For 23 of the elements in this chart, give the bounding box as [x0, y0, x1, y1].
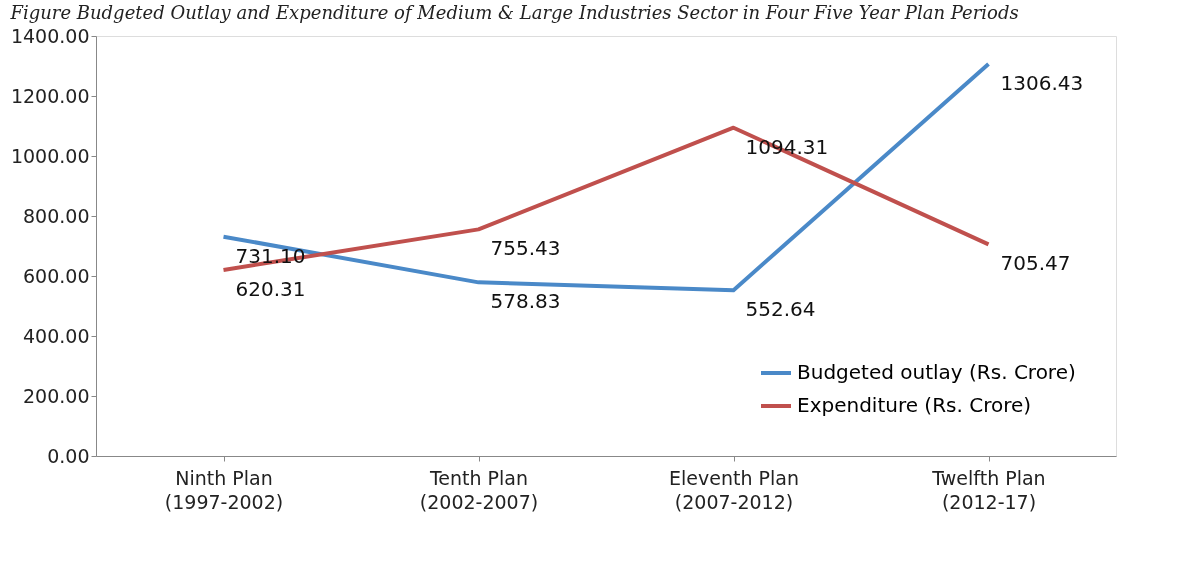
data-label: 705.47	[1000, 251, 1071, 276]
y-tick-label: 0.00	[47, 444, 90, 467]
data-label: 731.10	[235, 243, 306, 268]
data-label: 620.31	[235, 276, 306, 301]
data-label: 755.43	[490, 236, 561, 261]
x-tick-label: Twelfth Plan (2012-17)	[931, 466, 1046, 513]
y-tick-label: 400.00	[23, 324, 90, 347]
x-tick-label: Eleventh Plan (2007-2012)	[669, 466, 799, 513]
legend-label: Expenditure (Rs. Crore)	[797, 393, 1032, 417]
data-label: 578.83	[490, 289, 561, 314]
data-label: 552.64	[745, 297, 816, 322]
x-tick-label: Tenth Plan (2002-2007)	[419, 466, 539, 513]
chart-title: Figure Budgeted Outlay and Expenditure of Medium & Large Industries Sector in Four Five Year Plan Periods	[9, 2, 1019, 23]
line-series	[221, 125, 991, 272]
y-tick-label: 1200.00	[10, 84, 90, 107]
y-tick-label: 1400.00	[10, 24, 90, 47]
legend-label: Budgeted outlay (Rs. Crore)	[797, 360, 1076, 384]
x-tick-label: Ninth Plan (1997-2002)	[164, 466, 284, 513]
y-tick-label: 600.00	[23, 264, 90, 287]
y-tick-label: 800.00	[23, 204, 90, 227]
y-tick-label: 200.00	[23, 384, 90, 407]
data-label: 1306.43	[1000, 71, 1084, 96]
y-tick-label: 1000.00	[10, 144, 90, 167]
